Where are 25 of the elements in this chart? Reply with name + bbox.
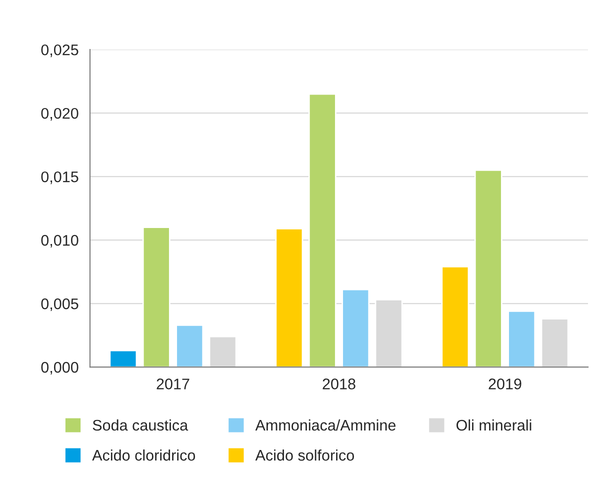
- x-tick-label: 2017: [156, 378, 190, 390]
- legend-label: Acido solforico: [255, 449, 354, 461]
- bar: [176, 324, 204, 368]
- bar: [275, 228, 304, 368]
- bar: [540, 318, 569, 368]
- y-tick-label: 0,025: [41, 44, 78, 58]
- legend-label: Soda caustica: [92, 419, 188, 431]
- bar: [508, 310, 536, 368]
- legend-label: Acido cloridrico: [92, 449, 196, 461]
- bar: [142, 226, 170, 368]
- x-tick-label: 2019: [488, 378, 522, 390]
- bar: [441, 266, 470, 368]
- bar: [308, 93, 336, 368]
- bar: [109, 350, 138, 368]
- y-tick-label: 0,005: [41, 298, 78, 312]
- bar: [208, 336, 237, 368]
- x-tick-label: 2018: [322, 378, 356, 390]
- legend-label: Oli minerali: [456, 419, 532, 431]
- y-tick-label: 0,020: [41, 108, 78, 121]
- y-tick-label: 0,010: [41, 234, 78, 248]
- legend-label: Ammoniaca/Ammine: [255, 419, 396, 431]
- bar: [342, 288, 370, 368]
- bar: [474, 170, 502, 368]
- y-tick-label: 0,000: [41, 362, 78, 375]
- y-tick-label: 0,015: [41, 171, 78, 184]
